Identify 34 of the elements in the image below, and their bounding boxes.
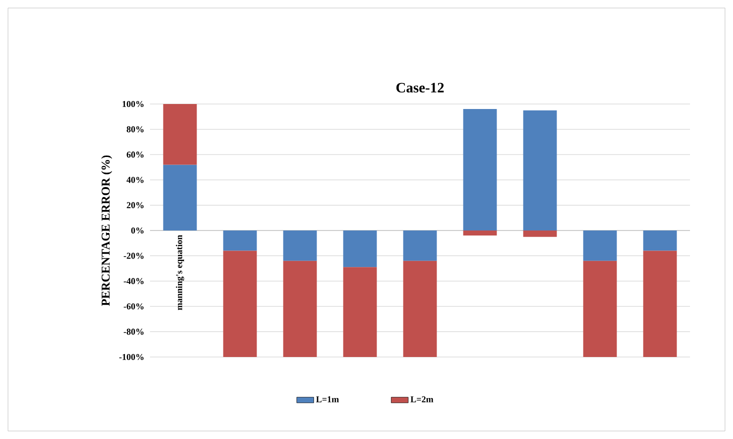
bar	[403, 230, 437, 261]
bar	[583, 260, 617, 357]
y-tick-label: -20%	[124, 252, 144, 259]
bar	[463, 230, 497, 236]
y-tick-label: -80%	[124, 328, 144, 335]
bar	[283, 230, 317, 261]
bar	[343, 230, 377, 268]
legend-label: L=2m	[410, 396, 434, 402]
bar	[223, 250, 257, 357]
bar	[643, 230, 677, 251]
y-tick-label: 0%	[131, 227, 144, 234]
bar	[463, 109, 497, 230]
y-tick-label: 100%	[122, 100, 144, 108]
bar	[343, 267, 377, 357]
y-tick-label: 80%	[126, 126, 144, 132]
bar	[163, 164, 197, 230]
x-tick-label: manning's equation	[176, 234, 184, 310]
bar	[523, 110, 557, 230]
bar	[223, 230, 257, 251]
y-tick-label: -100%	[119, 354, 144, 360]
chart-title: Case-12	[396, 82, 444, 92]
bar	[283, 260, 317, 357]
bar	[643, 250, 677, 357]
y-tick-label: 40%	[126, 176, 144, 183]
y-tick-label: -60%	[124, 303, 144, 310]
bar	[583, 230, 617, 261]
y-tick-label: 20%	[126, 202, 144, 208]
bar	[523, 230, 557, 237]
y-tick-label: 60%	[126, 152, 144, 158]
bar	[163, 104, 197, 165]
legend-label: L=1m	[316, 396, 339, 402]
y-tick-label: -40%	[124, 278, 144, 284]
bar	[403, 260, 437, 357]
y-axis-title: PERCENTAGE ERROR (%)	[101, 155, 112, 306]
